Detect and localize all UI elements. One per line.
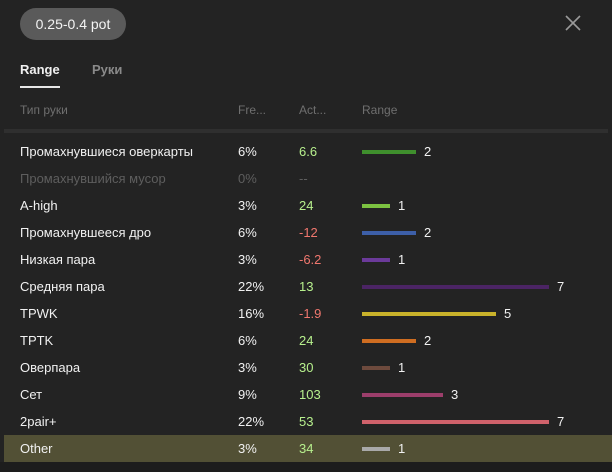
table-row[interactable]: Промахнувшийся мусор 0% --: [0, 165, 612, 192]
action-value: -12: [299, 225, 318, 240]
bet-size-pill[interactable]: 0.25-0.4 pot: [20, 8, 126, 40]
table-row[interactable]: TPTK 6% 24 2: [0, 327, 612, 354]
range-bar: [362, 339, 416, 343]
table-row[interactable]: Средняя пара 22% 13 7: [0, 273, 612, 300]
frequency-value: 3%: [238, 441, 257, 456]
range-bar: [362, 366, 390, 370]
combo-count: 7: [557, 279, 565, 294]
active-tab-underline: [20, 86, 60, 88]
bottom-strip: [0, 462, 612, 472]
header-divider: [4, 129, 608, 133]
hand-type-name: TPWK: [20, 306, 58, 321]
frequency-value: 6%: [238, 144, 257, 159]
table-row[interactable]: Промахнувшиеся оверкарты 6% 6.6 2: [0, 138, 612, 165]
combo-count: 1: [398, 252, 406, 267]
combo-count: 2: [424, 225, 432, 240]
column-header-action[interactable]: Act...: [299, 103, 327, 117]
range-bar: [362, 231, 416, 235]
action-value: 30: [299, 360, 314, 375]
frequency-value: 3%: [238, 252, 257, 267]
hand-type-name: Промахнувшийся мусор: [20, 171, 166, 186]
hand-type-name: TPTK: [20, 333, 54, 348]
frequency-value: 3%: [238, 360, 257, 375]
tab-hands-label: Руки: [92, 62, 123, 77]
combo-count: 7: [557, 414, 565, 429]
frequency-value: 22%: [238, 279, 265, 294]
hand-type-name: Промахнувшиеся оверкарты: [20, 144, 194, 159]
column-header-hand-type[interactable]: Тип руки: [20, 103, 68, 117]
table-row[interactable]: Низкая пара 3% -6.2 1: [0, 246, 612, 273]
combo-count: 2: [424, 333, 432, 348]
action-value: --: [299, 171, 308, 186]
frequency-value: 16%: [238, 306, 265, 321]
action-value: 24: [299, 333, 314, 348]
action-value: 103: [299, 387, 321, 402]
column-header-range[interactable]: Range: [362, 103, 398, 117]
hand-type-name: Низкая пара: [20, 252, 96, 267]
frequency-value: 0%: [238, 171, 257, 186]
action-value: 24: [299, 198, 314, 213]
frequency-value: 22%: [238, 414, 265, 429]
action-value: 34: [299, 441, 314, 456]
hand-type-table: Промахнувшиеся оверкарты 6% 6.6 2 Промахнувш…: [0, 138, 612, 462]
combo-count: 3: [451, 387, 459, 402]
action-value: 13: [299, 279, 314, 294]
range-bar: [362, 150, 416, 154]
hand-type-name: Средняя пара: [20, 279, 105, 294]
table-row[interactable]: Сет 9% 103 3: [0, 381, 612, 408]
frequency-value: 9%: [238, 387, 257, 402]
hand-type-name: Оверпара: [20, 360, 81, 375]
combo-count: 5: [504, 306, 512, 321]
frequency-value: 6%: [238, 333, 257, 348]
table-row[interactable]: 2pair+ 22% 53 7: [0, 408, 612, 435]
close-icon[interactable]: [562, 12, 584, 34]
range-bar: [362, 420, 549, 424]
table-row[interactable]: Other 3% 34 1: [4, 435, 612, 462]
combo-count: 1: [398, 360, 406, 375]
table-row[interactable]: TPWK 16% -1.9 5: [0, 300, 612, 327]
column-header-frequency[interactable]: Fre...: [238, 103, 267, 117]
range-bar: [362, 393, 443, 397]
range-bar: [362, 312, 496, 316]
combo-count: 2: [424, 144, 432, 159]
combo-count: 1: [398, 441, 406, 456]
hand-type-name: Сет: [20, 387, 43, 402]
table-row[interactable]: Промахнувшееся дро 6% -12 2: [0, 219, 612, 246]
hand-type-name: Промахнувшееся дро: [20, 225, 152, 240]
hand-type-name: A-high: [20, 198, 58, 213]
tab-range-label: Range: [20, 62, 60, 77]
tab-hands[interactable]: Руки: [92, 60, 122, 88]
table-row[interactable]: A-high 3% 24 1: [0, 192, 612, 219]
action-value: -6.2: [299, 252, 322, 267]
table-row[interactable]: Оверпара 3% 30 1: [0, 354, 612, 381]
hand-type-name: 2pair+: [20, 414, 57, 429]
range-bar: [362, 258, 390, 262]
action-value: 6.6: [299, 144, 318, 159]
tab-range[interactable]: Range: [20, 60, 60, 88]
hand-type-name: Other: [20, 441, 53, 456]
range-bar: [362, 447, 390, 451]
range-bar: [362, 204, 390, 208]
combo-count: 1: [398, 198, 406, 213]
frequency-value: 3%: [238, 198, 257, 213]
range-bar: [362, 285, 549, 289]
action-value: 53: [299, 414, 314, 429]
frequency-value: 6%: [238, 225, 257, 240]
action-value: -1.9: [299, 306, 322, 321]
